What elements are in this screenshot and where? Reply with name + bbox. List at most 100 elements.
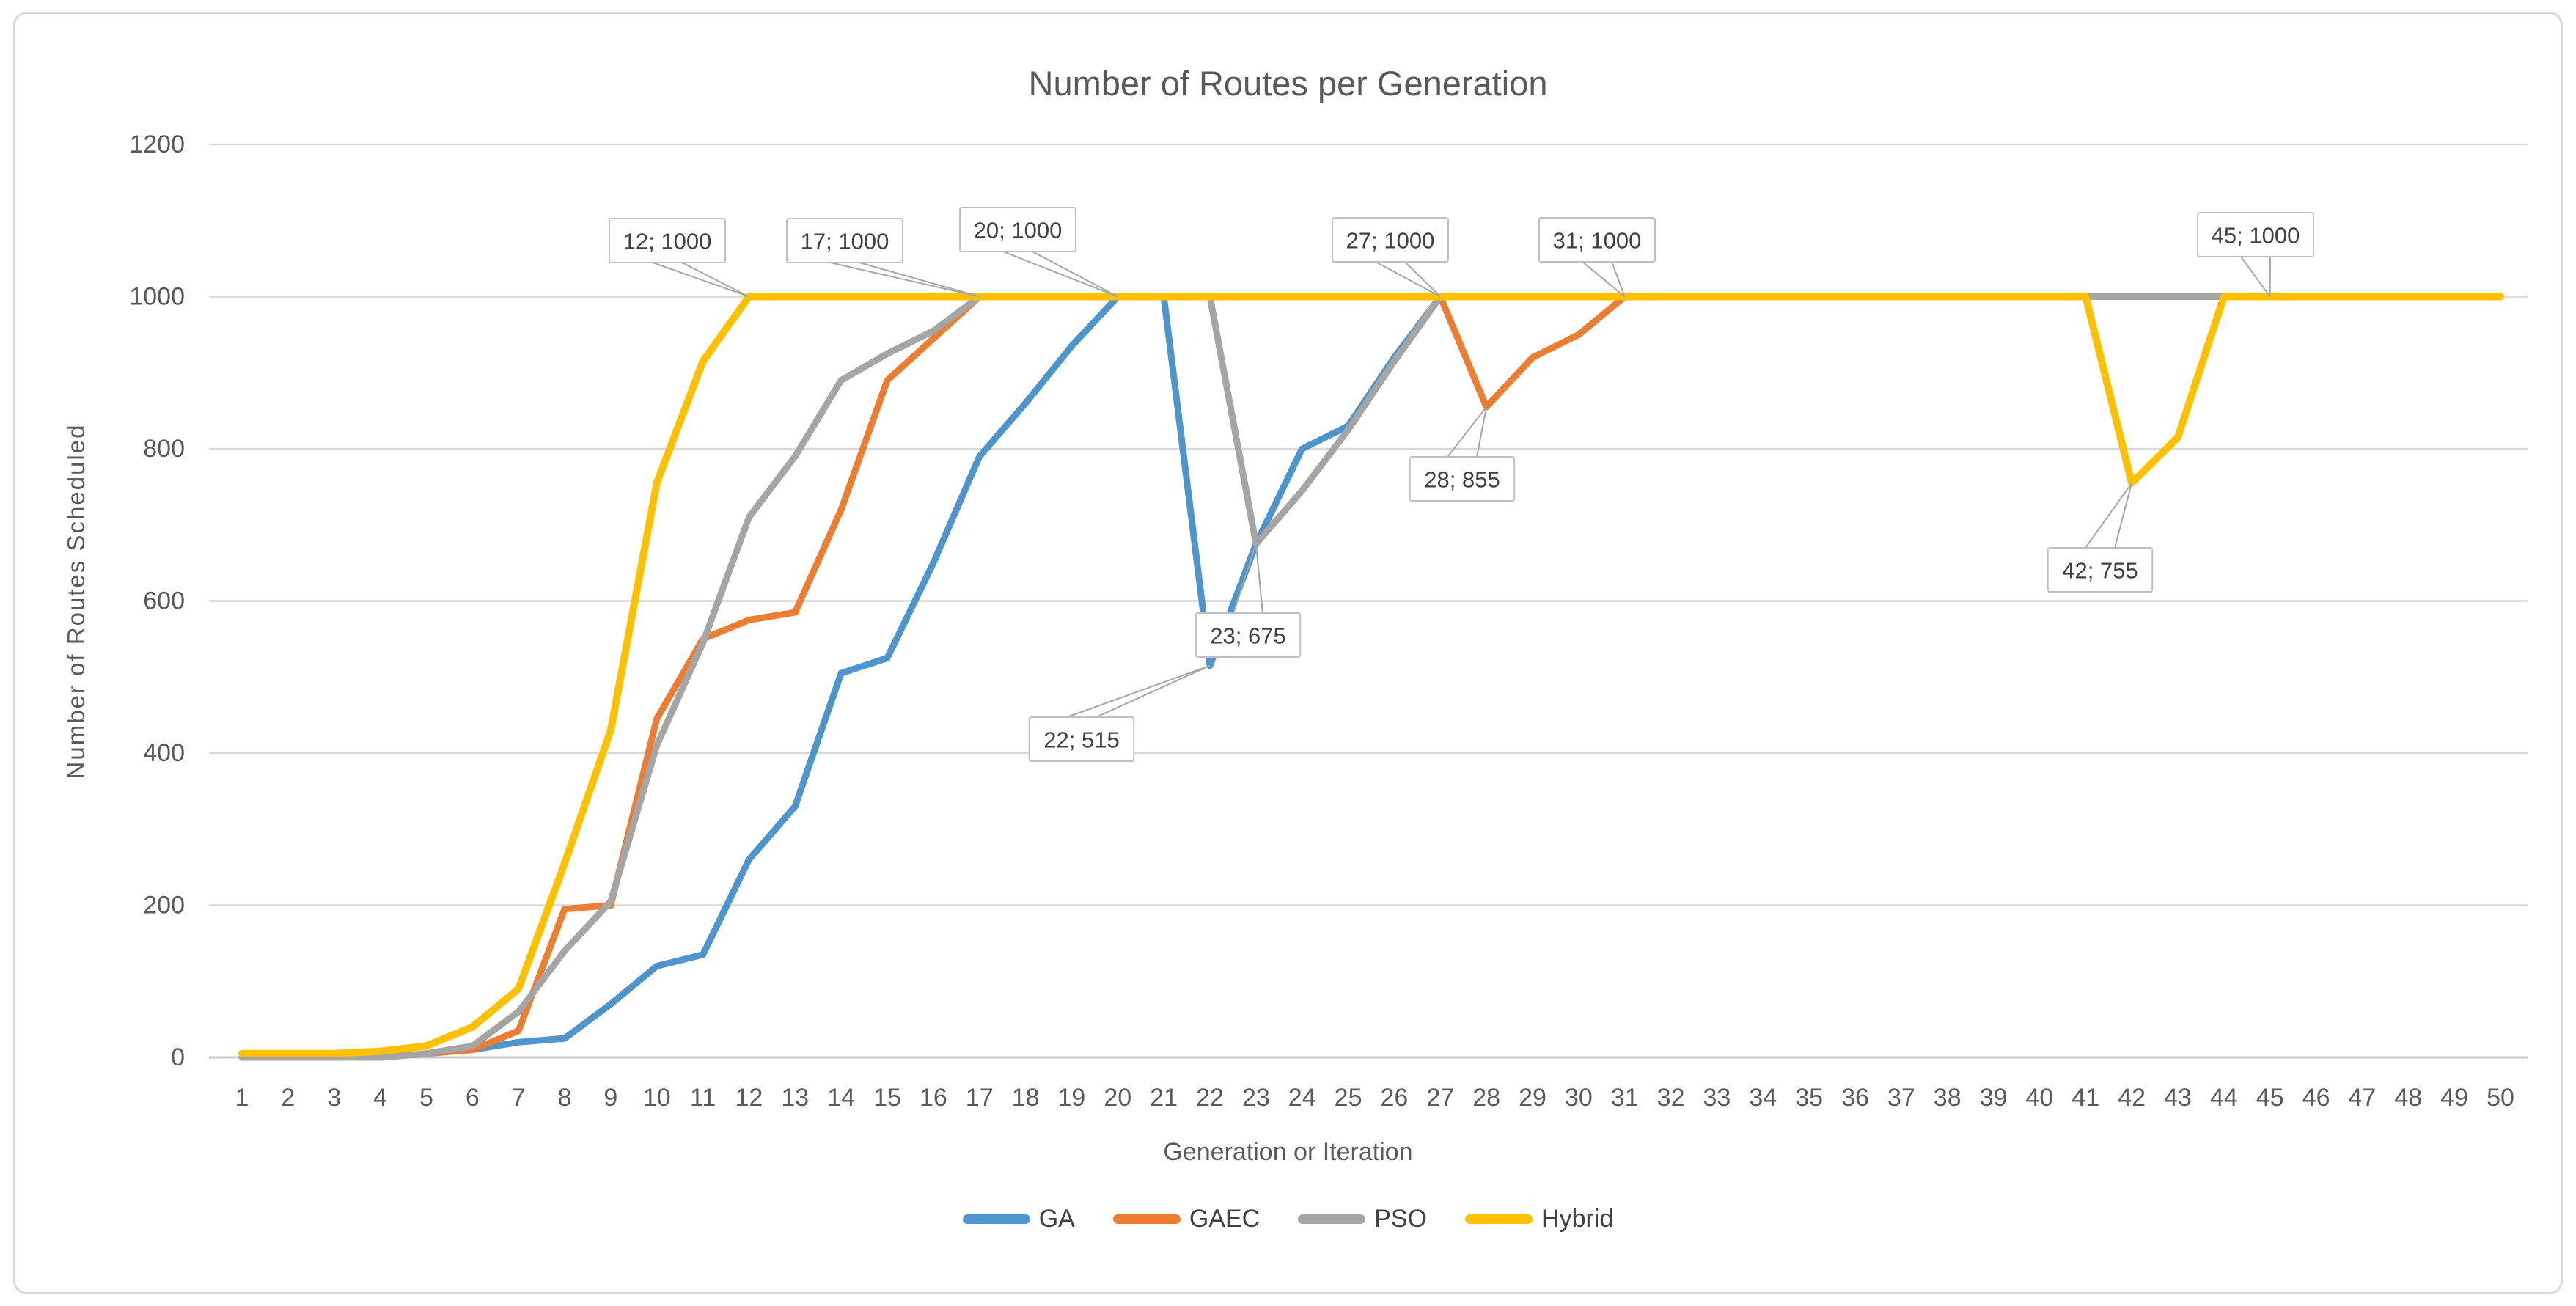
x-tick-label-46: 46 [2302, 1084, 2330, 1112]
callout-box-28[interactable] [1409, 456, 1516, 502]
x-tick-label-29: 29 [1519, 1084, 1546, 1112]
x-axis-title: Generation or Iteration [1163, 1138, 1413, 1166]
x-tick-label-31: 31 [1611, 1084, 1639, 1112]
x-tick-label-7: 7 [512, 1084, 526, 1112]
x-tick-label-36: 36 [1841, 1084, 1869, 1112]
legend-item-gaec[interactable]: GAEC [1112, 1205, 1261, 1233]
callout-label-42: 42; 755 [2062, 558, 2138, 584]
x-tick-label-43: 43 [2164, 1084, 2192, 1112]
callout-leader-17-0 [829, 262, 980, 298]
y-tick-label-1000: 1000 [129, 283, 185, 311]
x-tick-label-1: 1 [235, 1084, 249, 1112]
x-tick-label-50: 50 [2487, 1084, 2514, 1112]
series-line-hybrid[interactable] [238, 293, 2504, 1057]
x-tick-label-32: 32 [1657, 1084, 1685, 1112]
callout-label-27: 27; 1000 [1346, 228, 1435, 254]
callout-leader-31-1 [1611, 261, 1626, 297]
legend-item-hybrid[interactable]: Hybrid [1465, 1205, 1613, 1233]
callout-leader-45-0 [2240, 256, 2271, 298]
callout-label-23: 23; 675 [1210, 623, 1285, 649]
callout-box-23[interactable] [1195, 612, 1302, 658]
x-tick-label-48: 48 [2394, 1084, 2422, 1112]
x-tick-label-39: 39 [1980, 1084, 2008, 1112]
callout-box-45[interactable] [2197, 212, 2314, 257]
x-tick-label-23: 23 [1242, 1084, 1270, 1112]
series-line-gaec[interactable] [238, 293, 2504, 1061]
y-tick-label-200: 200 [143, 892, 185, 920]
x-tick-label-47: 47 [2349, 1084, 2377, 1112]
x-tick-label-35: 35 [1795, 1084, 1823, 1112]
legend-swatch-hybrid [1465, 1214, 1533, 1224]
y-tick-label-600: 600 [143, 587, 185, 615]
x-tick-label-15: 15 [873, 1084, 901, 1112]
callout-leader-20-0 [1002, 251, 1118, 298]
callout-leader-42-1 [2114, 483, 2133, 549]
x-tick-label-28: 28 [1472, 1084, 1500, 1112]
series-line-pso[interactable] [238, 293, 2504, 1061]
x-tick-label-24: 24 [1288, 1084, 1316, 1112]
x-tick-label-2: 2 [281, 1084, 295, 1112]
x-tick-label-11: 11 [690, 1084, 716, 1112]
legend-item-pso[interactable]: PSO [1298, 1205, 1427, 1233]
callout-leader-23-0 [1233, 543, 1257, 614]
x-tick-label-4: 4 [373, 1084, 387, 1112]
legend-label-hybrid: Hybrid [1541, 1205, 1614, 1233]
x-tick-label-25: 25 [1335, 1084, 1362, 1112]
series-line-ga[interactable] [238, 293, 2504, 1061]
chart-title: Number of Routes per Generation [1028, 64, 1548, 103]
x-tick-label-40: 40 [2026, 1084, 2054, 1112]
callout-leader-12-1 [681, 262, 749, 298]
x-tick-label-17: 17 [966, 1084, 994, 1112]
x-tick-label-14: 14 [827, 1084, 855, 1112]
x-tick-label-34: 34 [1749, 1084, 1777, 1112]
callout-box-12[interactable] [609, 218, 726, 263]
x-tick-label-16: 16 [920, 1084, 947, 1112]
callout-label-12: 12; 1000 [623, 229, 712, 254]
x-tick-label-20: 20 [1104, 1084, 1131, 1112]
legend-item-ga[interactable]: GA [962, 1205, 1075, 1233]
x-tick-label-33: 33 [1703, 1084, 1731, 1112]
callout-box-20[interactable] [959, 207, 1076, 252]
callout-leader-17-1 [859, 262, 980, 298]
legend: GA GAEC PSO Hybrid [0, 1205, 2576, 1233]
callout-label-28: 28; 855 [1424, 467, 1500, 493]
callout-leader-42-0 [2085, 483, 2132, 549]
x-tick-label-38: 38 [1934, 1084, 1962, 1112]
legend-swatch-gaec [1112, 1214, 1181, 1224]
x-tick-label-10: 10 [643, 1084, 671, 1112]
callout-leader-23-1 [1255, 543, 1263, 614]
y-tick-label-1200: 1200 [129, 131, 185, 158]
callout-leader-28-1 [1476, 406, 1488, 458]
legend-swatch-ga [962, 1214, 1030, 1224]
x-tick-label-18: 18 [1012, 1084, 1040, 1112]
callout-leader-12-0 [652, 262, 749, 298]
callout-leader-27-1 [1404, 261, 1441, 298]
x-tick-label-42: 42 [2118, 1084, 2146, 1112]
x-tick-label-27: 27 [1426, 1084, 1454, 1112]
x-tick-label-26: 26 [1381, 1084, 1409, 1112]
x-tick-label-12: 12 [735, 1084, 763, 1112]
x-tick-label-41: 41 [2072, 1084, 2099, 1112]
x-tick-label-21: 21 [1150, 1084, 1178, 1112]
legend-label-gaec: GAEC [1189, 1205, 1261, 1233]
x-tick-label-5: 5 [419, 1084, 433, 1112]
callout-leader-27-0 [1375, 261, 1441, 298]
callout-box-22[interactable] [1028, 716, 1135, 762]
legend-label-ga: GA [1038, 1205, 1075, 1233]
x-tick-label-6: 6 [466, 1084, 480, 1112]
callout-leader-22-0 [1066, 664, 1211, 718]
x-tick-label-3: 3 [327, 1084, 341, 1112]
callout-label-22: 22; 515 [1043, 727, 1119, 753]
callout-label-45: 45; 1000 [2212, 223, 2300, 249]
x-tick-label-45: 45 [2256, 1084, 2284, 1112]
callout-label-20: 20; 1000 [974, 218, 1063, 243]
callout-box-27[interactable] [1332, 217, 1449, 263]
x-tick-label-13: 13 [781, 1084, 809, 1112]
x-tick-label-49: 49 [2440, 1084, 2468, 1112]
callout-box-17[interactable] [786, 218, 903, 263]
callout-leader-20-1 [1032, 251, 1118, 298]
legend-swatch-pso [1298, 1214, 1366, 1224]
callout-box-31[interactable] [1538, 217, 1656, 263]
callout-box-42[interactable] [2047, 547, 2154, 593]
